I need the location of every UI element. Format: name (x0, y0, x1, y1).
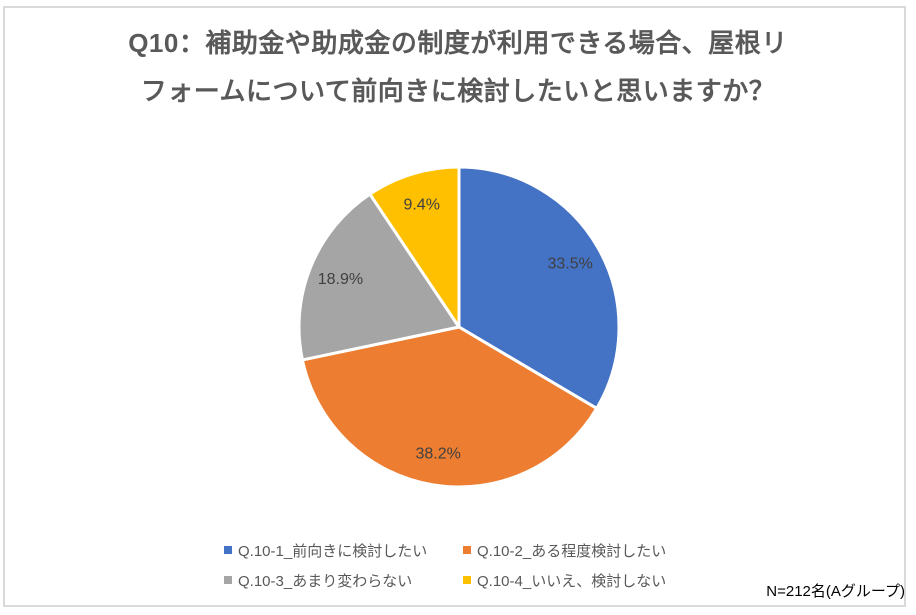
chart-title: Q10：補助金や助成金の制度が利用できる場合、屋根リ フォームについて前向きに検… (0, 19, 916, 115)
legend-item-4: Q.10-4_いいえ、検討しない (463, 570, 666, 591)
legend-swatch-blue-icon (224, 546, 232, 554)
pie-slice-label-1: 33.5% (548, 256, 593, 273)
pie-slice-2 (300, 325, 599, 489)
pie-slice-3 (297, 192, 461, 362)
legend-label-4: Q.10-4_いいえ、検討しない (477, 572, 667, 590)
legend-label-1: Q.10-1_前向きに検討したい (238, 542, 428, 560)
pie-slice-1 (457, 165, 621, 410)
pie-slice-label-2: 38.2% (416, 445, 461, 462)
legend-swatch-gray-icon (224, 576, 232, 584)
chart-title-line1: Q10：補助金や助成金の制度が利用できる場合、屋根リ (128, 28, 788, 58)
pie-slice-label-4: 9.4% (403, 197, 439, 214)
legend: Q.10-1_前向きに検討したい Q.10-2_ある程度検討したい Q.10-3… (224, 535, 666, 595)
pie-slice-4 (368, 165, 461, 329)
legend-swatch-orange-icon (463, 546, 471, 554)
chart-title-line2: フォームについて前向きに検討したいと思いますか？ (140, 76, 776, 106)
legend-label-3: Q.10-3_あまり変わらない (238, 572, 413, 590)
legend-label-2: Q.10-2_ある程度検討したい (477, 542, 667, 560)
legend-item-2: Q.10-2_ある程度検討したい (463, 540, 666, 561)
sample-size-note: N=212名(Aグループ) (766, 583, 905, 600)
legend-item-3: Q.10-3_あまり変わらない (224, 570, 463, 591)
pie-slice-label-3: 18.9% (318, 271, 363, 288)
legend-swatch-yellow-icon (463, 576, 471, 584)
legend-item-1: Q.10-1_前向きに検討したい (224, 540, 463, 561)
